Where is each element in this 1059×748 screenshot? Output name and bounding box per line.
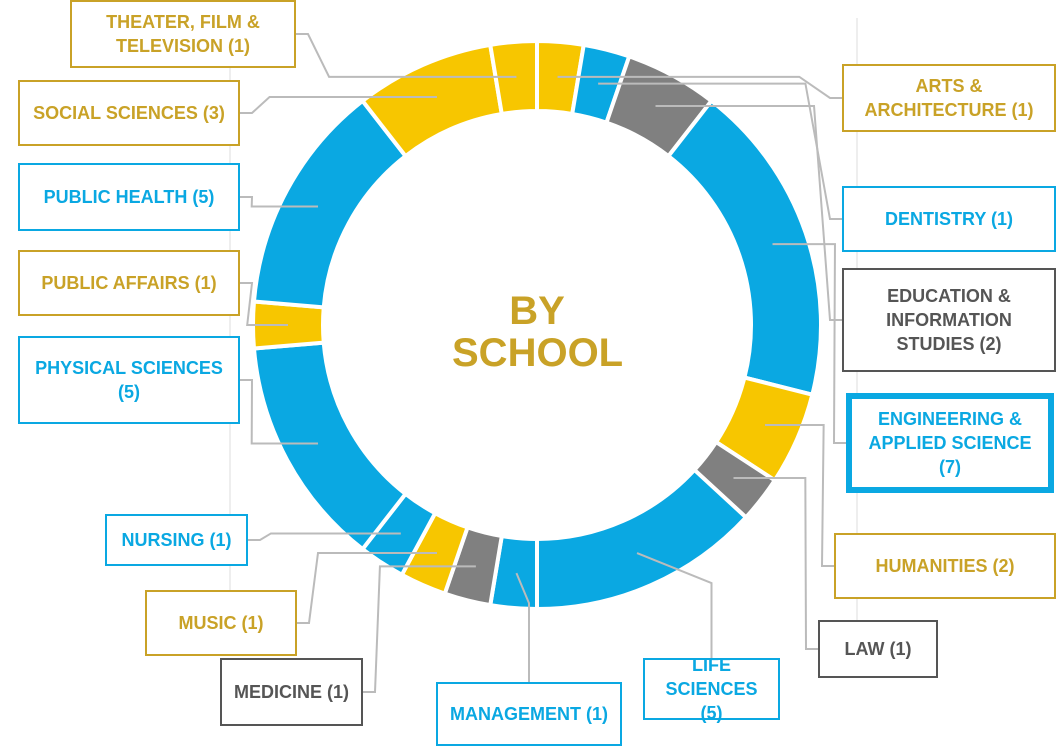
value-label: (1) <box>209 529 232 550</box>
category-name: MUSIC <box>178 612 237 633</box>
label-text: LIFE SCIENCES (5) <box>653 653 770 726</box>
leader-line <box>655 105 842 321</box>
segment-label: PUBLIC AFFAIRS (1) <box>18 250 240 316</box>
category-name: ENGINEERING & APPLIED SCIENCE <box>868 408 1032 453</box>
segment-label: DENTISTRY (1) <box>842 186 1056 252</box>
value-label: (1) <box>228 36 251 56</box>
category-name: NURSING <box>121 529 205 550</box>
label-text: MEDICINE (1) <box>234 680 349 704</box>
category-name: PUBLIC HEALTH <box>43 186 188 207</box>
category-name: PUBLIC AFFAIRS <box>41 272 190 293</box>
leader-line <box>240 95 437 114</box>
category-name: LAW <box>844 638 885 659</box>
value-label: (1) <box>194 272 217 293</box>
value-label: (2) <box>979 334 1002 355</box>
leader-line <box>240 196 319 208</box>
segment-label: HUMANITIES (2) <box>834 533 1056 599</box>
value-label: (5) <box>118 382 140 402</box>
label-text: EDUCATION & INFORMATION STUDIES (2) <box>852 284 1046 357</box>
label-text: NURSING (1) <box>121 528 231 552</box>
segment-label: SOCIAL SCIENCES (3) <box>18 80 240 146</box>
label-text: PHYSICAL SCIENCES (5) <box>28 356 230 405</box>
leader-line <box>733 476 818 650</box>
donut-segment <box>665 98 823 398</box>
label-text: DENTISTRY (1) <box>885 207 1013 231</box>
segment-label: PHYSICAL SCIENCES (5) <box>18 336 240 424</box>
label-text: ENGINEERING & APPLIED SCIENCE (7) <box>860 407 1040 480</box>
category-name: DENTISTRY <box>884 208 986 229</box>
segment-label: THEATER, FILM & TELEVISION (1) <box>70 0 296 68</box>
value-label: (5) <box>192 186 215 207</box>
value-label: (1) <box>1011 100 1034 120</box>
segment-label: MANAGEMENT (1) <box>436 682 622 746</box>
segment-label: MEDICINE (1) <box>220 658 363 726</box>
leader-line <box>772 243 846 444</box>
value-label: (5) <box>700 703 723 724</box>
category-name: MEDICINE <box>233 681 322 702</box>
label-text: SOCIAL SCIENCES (3) <box>33 101 225 125</box>
category-name: HUMANITIES <box>875 555 988 576</box>
leader-line <box>248 532 401 541</box>
segment-label: MUSIC (1) <box>145 590 297 656</box>
donut-segment <box>251 98 409 310</box>
category-name: ARTS & ARCHITECTURE <box>864 75 1007 120</box>
category-name: PHYSICAL SCIENCES <box>35 357 223 378</box>
category-name: SOCIAL SCIENCES <box>33 102 198 123</box>
leader-line <box>363 565 476 693</box>
donut-segment <box>251 340 409 552</box>
segment-label: NURSING (1) <box>105 514 248 566</box>
label-text: HUMANITIES (2) <box>875 554 1014 578</box>
label-text: MUSIC (1) <box>178 611 263 635</box>
label-text: ARTS & ARCHITECTURE (1) <box>852 74 1046 123</box>
segment-label: ENGINEERING & APPLIED SCIENCE (7) <box>846 393 1054 493</box>
value-label: (1) <box>586 703 608 724</box>
value-label: (1) <box>889 638 912 659</box>
segment-label: PUBLIC HEALTH (5) <box>18 163 240 231</box>
label-text: LAW (1) <box>844 637 911 661</box>
category-name: LIFE SCIENCES <box>665 654 758 699</box>
label-text: PUBLIC HEALTH (5) <box>44 185 215 209</box>
leader-line <box>636 552 713 658</box>
value-label: (1) <box>241 612 264 633</box>
chart-title: BY SCHOOL <box>452 289 624 375</box>
value-label: (1) <box>991 208 1014 229</box>
leader-line <box>297 552 437 624</box>
value-label: (7) <box>939 457 961 478</box>
value-label: (2) <box>992 555 1015 576</box>
leader-line <box>240 379 319 445</box>
category-name: EDUCATION & INFORMATION STUDIES <box>886 285 1012 355</box>
label-text: PUBLIC AFFAIRS (1) <box>41 271 216 295</box>
leader-line <box>240 282 288 326</box>
leader-line <box>515 572 530 682</box>
segment-label: LAW (1) <box>818 620 938 678</box>
segment-label: LIFE SCIENCES (5) <box>643 655 780 723</box>
segment-label: EDUCATION & INFORMATION STUDIES (2) <box>842 268 1056 372</box>
category-name: MANAGEMENT <box>449 703 581 724</box>
donut-segment <box>535 467 749 612</box>
value-label: (1) <box>327 681 350 702</box>
leader-line <box>296 33 517 78</box>
value-label: (3) <box>202 102 225 123</box>
segment-label: ARTS & ARCHITECTURE (1) <box>842 64 1056 132</box>
label-text: THEATER, FILM & TELEVISION (1) <box>80 10 286 59</box>
label-text: MANAGEMENT (1) <box>450 702 608 726</box>
leader-line <box>765 424 834 567</box>
leader-line <box>557 75 842 99</box>
category-name: THEATER, FILM & TELEVISION <box>106 11 260 56</box>
